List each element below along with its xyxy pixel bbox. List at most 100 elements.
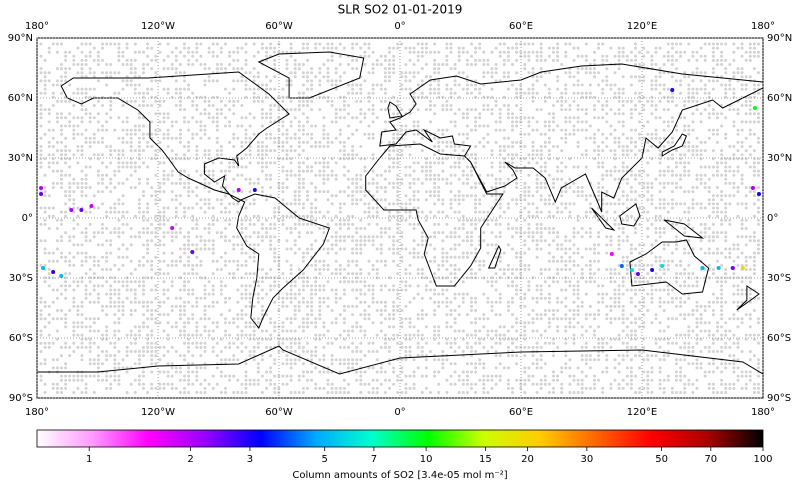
background-dot (711, 54, 715, 58)
background-dot (707, 136, 711, 140)
background-dot (748, 128, 752, 132)
background-dot (666, 210, 670, 214)
background-dot (465, 116, 469, 120)
background-dot (593, 259, 596, 263)
background-dot (757, 169, 760, 173)
background-dot (666, 259, 670, 263)
background-dot (670, 288, 674, 292)
background-dot (174, 46, 178, 50)
background-dot (666, 165, 670, 169)
background-dot (465, 136, 469, 140)
background-dot (642, 280, 646, 284)
background-dot (429, 259, 432, 263)
background-dot (580, 268, 584, 271)
background-dot (740, 128, 744, 132)
background-dot (482, 231, 486, 235)
background-dot (605, 145, 609, 148)
background-dot (445, 46, 449, 50)
background-dot (420, 169, 424, 173)
background-dot (142, 288, 145, 292)
background-dot (584, 54, 588, 58)
background-dot (338, 95, 342, 99)
background-dot (96, 140, 100, 144)
background-dot (187, 145, 191, 148)
background-dot (277, 296, 281, 300)
background-dot (465, 313, 469, 317)
background-dot (732, 169, 736, 173)
background-dot (408, 58, 412, 62)
background-dot (720, 280, 724, 284)
background-dot (547, 210, 551, 214)
background-dot (691, 120, 695, 124)
background-dot (547, 153, 551, 157)
background-dot (449, 173, 453, 177)
background-dot (453, 235, 457, 239)
background-dot (547, 140, 551, 144)
background-dot (293, 309, 297, 312)
background-dot (593, 214, 596, 218)
background-dot (363, 190, 367, 194)
background-dot (92, 317, 96, 321)
background-dot (306, 58, 309, 62)
background-dot (158, 190, 162, 194)
background-dot (260, 268, 264, 271)
background-dot (199, 120, 203, 124)
background-dot (670, 42, 674, 46)
background-dot (72, 235, 76, 239)
background-dot (740, 251, 744, 255)
background-dot (60, 79, 63, 83)
background-dot (527, 161, 531, 165)
background-dot (400, 177, 404, 181)
background-dot (281, 140, 285, 144)
background-dot (404, 128, 408, 132)
background-dot (92, 272, 96, 276)
background-dot (679, 263, 683, 267)
background-dot (191, 313, 195, 317)
background-dot (80, 87, 84, 91)
background-dot (416, 251, 420, 255)
background-dot (207, 169, 211, 173)
background-dot (252, 231, 256, 235)
background-dot (39, 222, 43, 226)
background-dot (404, 268, 408, 271)
background-dot (543, 280, 547, 284)
background-dot (178, 140, 182, 144)
background-dot (158, 218, 162, 222)
background-dot (564, 71, 568, 75)
background-dot (166, 231, 170, 235)
background-dot (441, 239, 445, 243)
background-dot (342, 165, 346, 169)
background-dot (527, 247, 531, 251)
background-dot (412, 190, 416, 194)
background-dot (728, 251, 732, 255)
background-dot (72, 255, 76, 259)
background-dot (416, 210, 420, 214)
background-dot (494, 71, 498, 75)
background-dot (195, 255, 199, 259)
background-dot (519, 231, 523, 235)
background-dot (355, 99, 359, 103)
background-dot (752, 272, 756, 276)
background-dot (408, 284, 412, 288)
background-dot (314, 161, 318, 165)
background-dot (584, 108, 588, 112)
background-dot (310, 67, 314, 71)
background-dot (576, 91, 580, 95)
background-dot (642, 243, 646, 247)
background-dot (383, 58, 387, 62)
background-dot (478, 210, 482, 214)
background-dot (716, 186, 719, 189)
background-dot (720, 231, 724, 235)
background-dot (252, 214, 256, 218)
background-dot (334, 243, 338, 247)
background-dot (342, 99, 346, 103)
background-dot (605, 210, 609, 214)
background-dot (137, 83, 141, 87)
background-dot (601, 79, 605, 83)
background-dot (60, 235, 63, 239)
background-dot (539, 268, 543, 271)
background-dot (72, 206, 76, 210)
background-dot (564, 280, 568, 284)
background-dot (449, 280, 453, 284)
background-dot (334, 231, 338, 235)
